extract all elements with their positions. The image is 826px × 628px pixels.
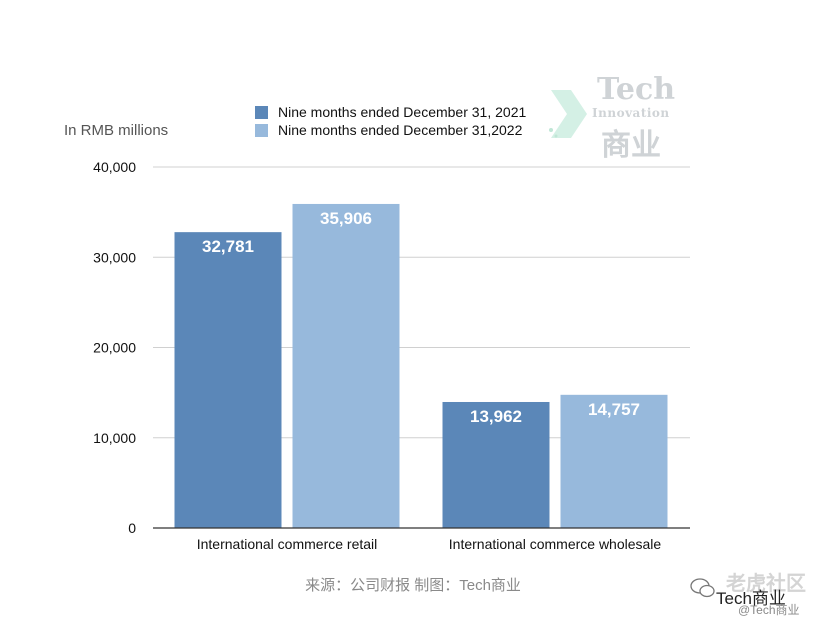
legend-item-2022: Nine months ended December 31,2022 xyxy=(255,121,526,139)
legend-label-2021: Nine months ended December 31, 2021 xyxy=(278,104,527,120)
y-tick-label: 30,000 xyxy=(93,249,136,265)
community-sub: Tech商业 xyxy=(716,589,786,608)
y-tick-label: 10,000 xyxy=(93,430,136,446)
bar-data-label: 13,962 xyxy=(470,407,522,426)
y-tick-label: 40,000 xyxy=(93,159,136,175)
bar-data-label: 35,906 xyxy=(320,209,372,228)
y-axis-unit-label: In RMB millions xyxy=(64,122,169,139)
y-tick-label: 20,000 xyxy=(93,340,136,356)
legend-item-2021: Nine months ended December 31, 2021 xyxy=(255,103,526,121)
chat-bubble-icon xyxy=(690,578,715,598)
tech-innovation-watermark: Tech Innovation 商业 xyxy=(545,72,685,163)
arrow-icon xyxy=(549,90,587,138)
legend-swatch-2022 xyxy=(255,123,268,137)
x-tick-label: International commerce wholesale xyxy=(449,536,662,552)
bar-data-label: 14,757 xyxy=(588,400,640,419)
source-note: 来源：公司财报 制图：Tech商业 xyxy=(305,577,521,594)
x-tick-label: International commerce retail xyxy=(197,536,378,552)
watermark-innovation-text: Innovation xyxy=(592,106,670,120)
legend-label-2022: Nine months ended December 31,2022 xyxy=(278,122,523,138)
watermark-tech-text: Tech xyxy=(597,72,676,107)
bar xyxy=(174,232,282,528)
bar-data-label: 32,781 xyxy=(202,237,254,256)
community-name: 老虎社区 xyxy=(726,573,806,595)
y-tick-label: 0 xyxy=(128,520,136,536)
watermark-cn-text: 商业 xyxy=(601,128,661,163)
bar xyxy=(560,394,668,528)
community-watermark: 老虎社区 Tech商业 @Tech商业 xyxy=(690,567,820,627)
community-handle: @Tech商业 xyxy=(738,603,800,617)
legend: Nine months ended December 31, 2021 Nine… xyxy=(255,103,526,139)
bar xyxy=(442,401,550,528)
bar xyxy=(292,203,400,528)
legend-swatch-2021 xyxy=(255,105,268,119)
